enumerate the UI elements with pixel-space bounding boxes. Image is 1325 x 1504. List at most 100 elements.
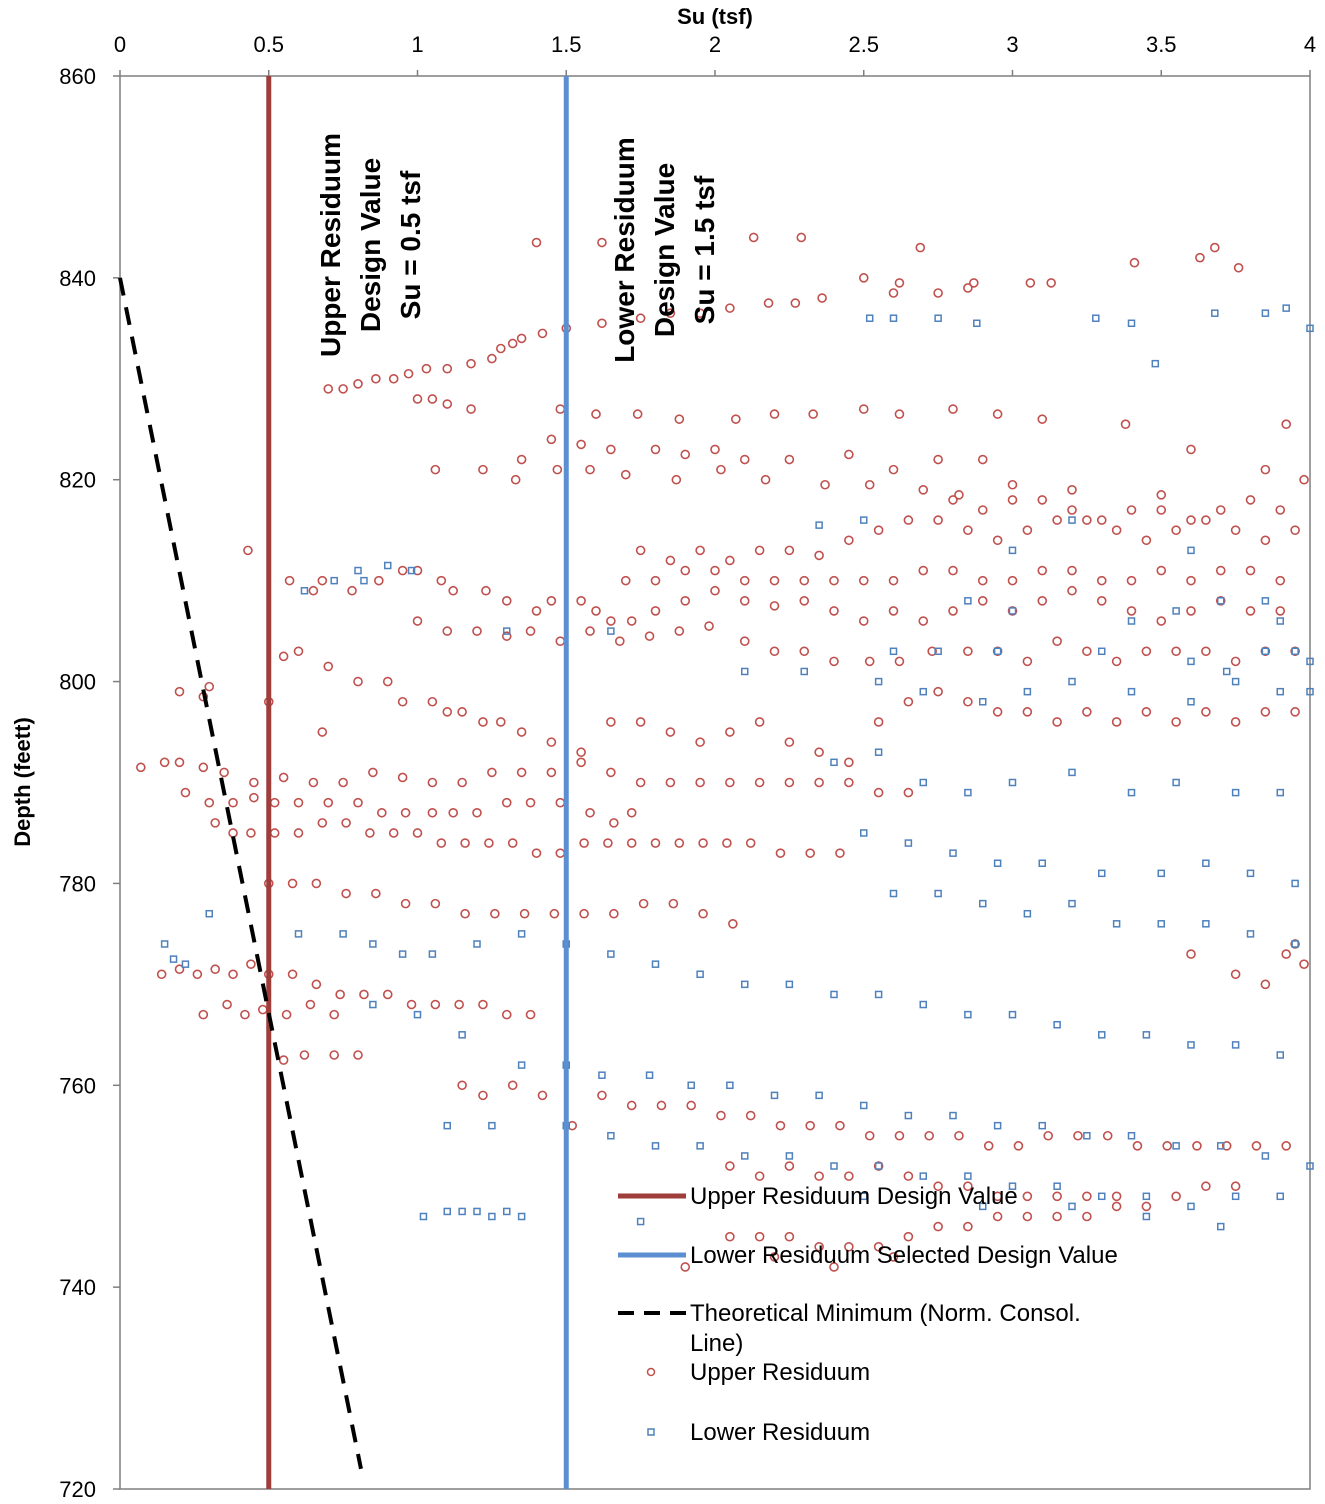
upper-residuum-point xyxy=(933,1221,943,1232)
lower-residuum-point xyxy=(800,667,808,676)
upper-residuum-point xyxy=(969,278,979,288)
upper-residuum-point xyxy=(769,1252,780,1262)
lower-residuum-point xyxy=(1306,324,1314,333)
upper-residuum-point xyxy=(1186,606,1196,616)
lower-residuum-point xyxy=(1291,879,1299,888)
upper-residuum-point xyxy=(671,474,682,485)
lower-residuum-point xyxy=(1008,778,1017,787)
upper-residuum-point xyxy=(903,1171,914,1181)
upper-residuum-point xyxy=(963,1181,973,1192)
upper-residuum-point xyxy=(472,626,482,636)
upper-residuum-point xyxy=(484,838,494,848)
lower-residuum-point xyxy=(1231,788,1240,797)
x-tick-label: 0 xyxy=(114,32,126,57)
upper-residuum-point xyxy=(531,848,542,858)
upper-residuum-point xyxy=(436,575,447,586)
upper-residuum-point xyxy=(728,918,738,929)
upper-residuum-point xyxy=(924,1130,935,1141)
upper-annot-line-3: Su = 0.5 tsf xyxy=(395,170,426,319)
upper-residuum-point xyxy=(650,838,661,848)
upper-residuum-point xyxy=(814,747,824,758)
upper-residuum-point xyxy=(1230,656,1241,667)
upper-residuum-point xyxy=(284,575,295,586)
upper-residuum-point xyxy=(844,449,854,460)
upper-residuum-point xyxy=(501,631,512,641)
upper-residuum-point xyxy=(519,908,530,919)
upper-residuum-point xyxy=(585,464,595,475)
upper-residuum-point xyxy=(460,838,470,848)
upper-residuum-point xyxy=(829,606,839,616)
upper-residuum-point xyxy=(397,696,408,707)
upper-residuum-point xyxy=(1186,949,1196,959)
lower-residuum-point xyxy=(407,566,416,575)
upper-residuum-point xyxy=(805,848,816,858)
upper-residuum-point xyxy=(963,646,973,657)
upper-residuum-point xyxy=(210,964,220,975)
lower-residuum-point xyxy=(815,1091,823,1100)
lower-residuum-point xyxy=(1008,607,1017,615)
upper-residuum-point xyxy=(516,454,527,465)
lower-residuum-point xyxy=(1172,607,1180,615)
lower-residuum-point xyxy=(934,647,942,656)
upper-residuum-point xyxy=(388,373,399,384)
lower-residuum-point xyxy=(1231,1192,1240,1201)
upper-residuum-point xyxy=(903,515,914,525)
lower-residuum-point xyxy=(1306,1162,1314,1170)
lower-residuum-point xyxy=(830,758,838,767)
lower-residuum-point xyxy=(503,627,511,635)
lower-residuum-point xyxy=(1187,698,1195,706)
lower-residuum-point xyxy=(1261,1152,1270,1160)
lower-residuum-point xyxy=(607,627,615,635)
upper-residuum-point xyxy=(933,454,943,465)
lower-residuum-point xyxy=(1142,1212,1151,1221)
upper-annot-line-2: Design Value xyxy=(355,158,386,332)
upper-residuum-point xyxy=(597,1090,607,1101)
upper-residuum-point xyxy=(1245,606,1256,616)
upper-residuum-point xyxy=(799,646,810,657)
lower-residuum-point xyxy=(354,566,362,575)
lower-residuum-point xyxy=(830,990,838,999)
upper-residuum-point xyxy=(1082,646,1092,657)
upper-residuum-point xyxy=(1096,575,1107,586)
upper-residuum-point xyxy=(835,1120,845,1131)
lower-residuum-point xyxy=(964,597,972,605)
upper-residuum-point xyxy=(579,838,589,848)
lower-residuum-point xyxy=(1282,304,1290,312)
upper-residuum-point xyxy=(317,727,328,737)
lower-residuum-point xyxy=(517,930,526,938)
upper-residuum-series xyxy=(136,232,1309,1272)
upper-residuum-point xyxy=(784,454,795,465)
upper-residuum-point xyxy=(1111,1191,1122,1202)
upper-residuum-point xyxy=(192,969,203,980)
upper-residuum-point xyxy=(388,828,399,838)
upper-residuum-point xyxy=(695,545,705,556)
lower-residuum-point xyxy=(1098,1031,1106,1039)
lower-residuum-point xyxy=(1068,1202,1076,1211)
lower-residuum-point xyxy=(696,970,704,979)
upper-residuum-point xyxy=(341,888,351,899)
upper-residuum-point xyxy=(406,999,417,1010)
upper-residuum-point xyxy=(1281,949,1291,959)
upper-residuum-point xyxy=(844,777,854,788)
upper-residuum-point xyxy=(1275,575,1286,586)
lower-residuum-point xyxy=(1187,1202,1195,1211)
upper-residuum-point xyxy=(665,727,676,737)
upper-residuum-point xyxy=(1201,646,1211,657)
upper-residuum-point xyxy=(814,550,824,561)
upper-residuum-point xyxy=(240,1009,250,1020)
lower-residuum-point xyxy=(1098,647,1106,656)
upper-residuum-point xyxy=(903,787,914,798)
lower-residuum-point xyxy=(1291,647,1299,656)
upper-residuum-point xyxy=(1102,1130,1113,1141)
upper-residuum-point xyxy=(287,878,298,889)
legend-theoretical-label: Theoretical Minimum (Norm. Consol. xyxy=(690,1300,1081,1327)
lower-residuum-point xyxy=(934,314,942,322)
upper-residuum-point xyxy=(430,999,441,1010)
upper-residuum-point xyxy=(635,717,646,727)
upper-residuum-point xyxy=(1230,717,1241,727)
upper-residuum-point xyxy=(710,444,720,455)
lower-residuum-point xyxy=(889,314,898,322)
upper-residuum-point xyxy=(1037,596,1048,606)
lower-residuum-point xyxy=(651,960,660,968)
lower-residuum-point xyxy=(1092,314,1100,322)
